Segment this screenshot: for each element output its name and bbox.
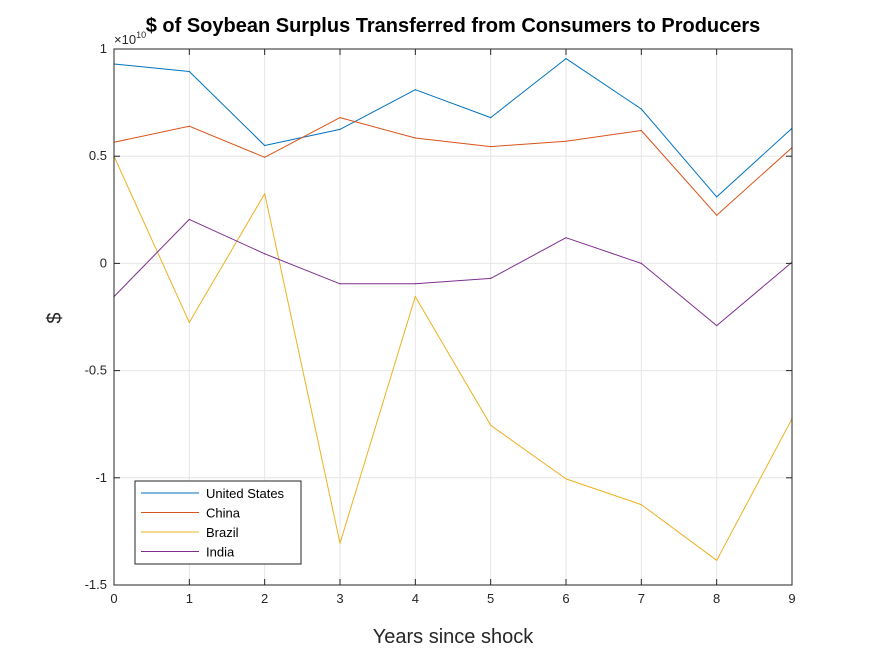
data-point-china (640, 129, 642, 132)
y-tick-label: 0 (100, 255, 107, 270)
data-point-china (490, 145, 492, 148)
data-point-united-states (716, 196, 718, 198)
x-axis-label: Years since shock (373, 626, 534, 648)
data-point-brazil (640, 504, 642, 506)
y-tick-label: -0.5 (85, 363, 107, 378)
x-tick-label: 1 (186, 591, 193, 606)
data-point-china (188, 125, 190, 127)
data-point-india (716, 324, 718, 327)
y-exponent-power: 10 (136, 30, 146, 40)
data-point-united-states (188, 70, 190, 73)
data-point-india (264, 253, 266, 255)
data-point-india (339, 283, 341, 285)
data-point-brazil (414, 296, 416, 298)
legend: United States China Brazil India (134, 480, 302, 565)
data-point-brazil (188, 321, 190, 323)
series-line-india (113, 218, 793, 327)
x-tick-label: 2 (261, 591, 268, 606)
data-point-china (339, 117, 341, 119)
x-tick-label: 5 (487, 591, 494, 606)
x-tick-label: 0 (110, 591, 117, 606)
data-point-united-states (640, 108, 642, 110)
data-point-china (264, 156, 266, 158)
data-point-china (565, 140, 567, 142)
data-point-india (188, 218, 190, 221)
y-tick-label: 0.5 (89, 148, 107, 163)
y-tick-label: 1 (100, 41, 107, 56)
data-point-china (414, 137, 416, 139)
legend-label-united-states: United States (206, 486, 285, 501)
series-line-brazil (113, 155, 793, 561)
data-point-brazil (716, 559, 718, 561)
data-point-brazil (490, 424, 492, 426)
y-tick-label: -1 (95, 470, 107, 485)
data-point-united-states (490, 117, 492, 119)
y-axis-label: $ (44, 312, 66, 323)
grid-lines (114, 49, 792, 585)
legend-box (134, 480, 302, 565)
data-point-brazil (264, 193, 266, 195)
series-line-united-states (113, 58, 793, 198)
x-tick-label: 6 (562, 591, 569, 606)
data-point-brazil (339, 542, 341, 544)
legend-label-brazil: Brazil (206, 525, 239, 540)
x-tick-label: 7 (638, 591, 645, 606)
data-point-united-states (565, 58, 567, 60)
legend-label-india: India (206, 545, 235, 560)
data-point-brazil (565, 478, 567, 480)
axis-ticks: 0 1 2 3 4 5 6 7 8 9 1 0.5 0 -0.5 -1 -1.5 (85, 41, 796, 606)
data-point-china (716, 214, 718, 216)
axes-box (113, 48, 793, 586)
x-tick-label: 8 (713, 591, 720, 606)
y-tick-label: -1.5 (85, 577, 107, 592)
series-united-states (113, 58, 793, 198)
y-exponent-label: ×1010 (114, 30, 146, 47)
legend-label-china: China (206, 506, 241, 521)
data-point-united-states (264, 144, 266, 147)
data-point-india (565, 237, 567, 239)
x-tick-label: 3 (336, 591, 343, 606)
x-tick-label: 4 (412, 591, 419, 606)
x-tick-label: 9 (788, 591, 795, 606)
data-point-united-states (414, 89, 416, 91)
series-line-china (113, 117, 793, 216)
plot-series (113, 58, 793, 561)
data-point-india (490, 277, 492, 280)
data-point-india (414, 283, 416, 285)
chart-title: $ of Soybean Surplus Transferred from Co… (146, 15, 761, 37)
data-point-united-states (339, 128, 341, 130)
y-exponent-base: ×10 (114, 32, 136, 47)
data-point-india (640, 262, 642, 264)
